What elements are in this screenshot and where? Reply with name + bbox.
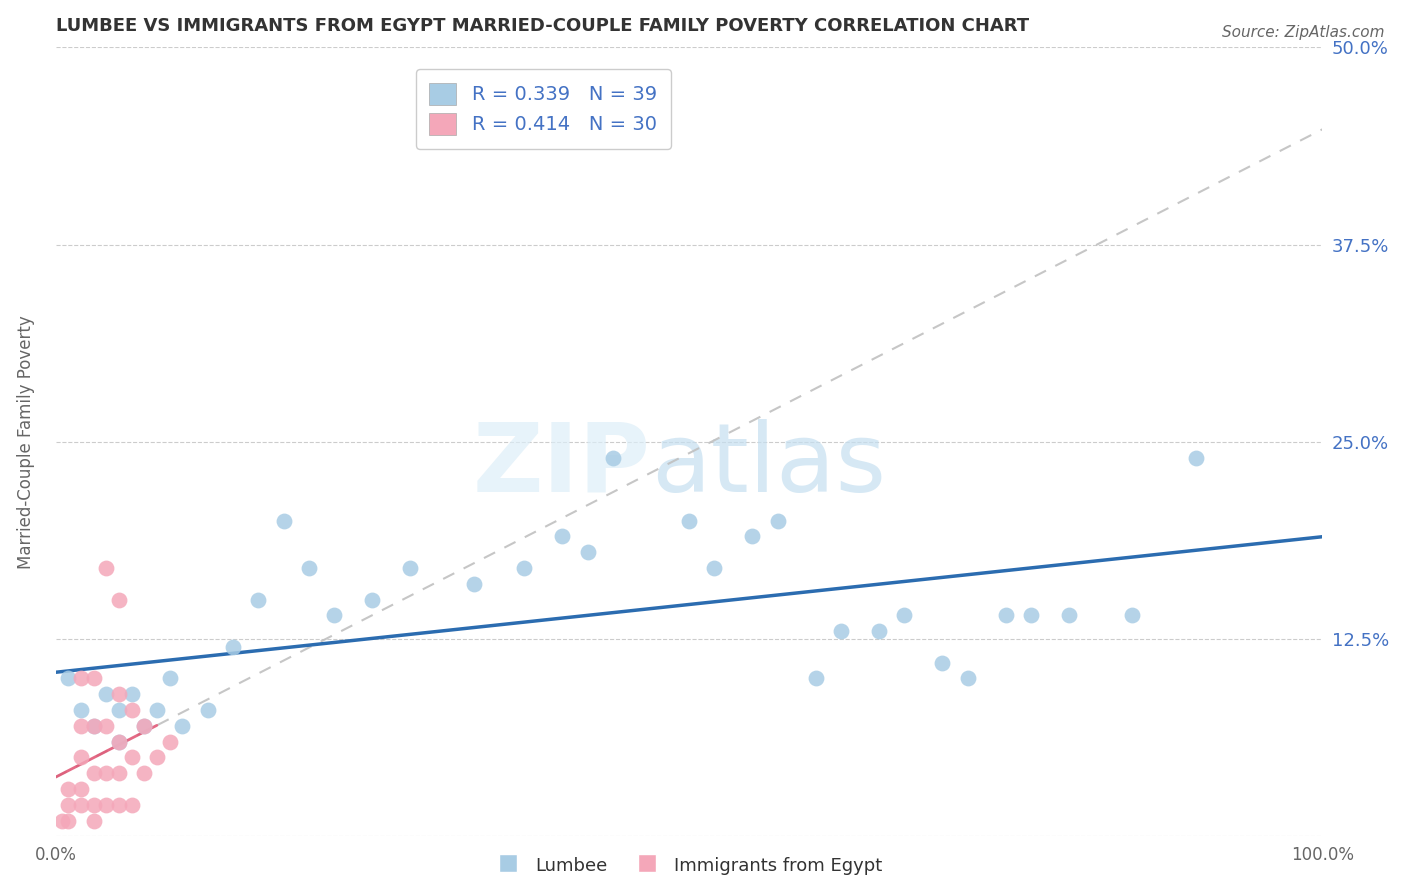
Point xyxy=(513,561,536,575)
Point xyxy=(121,703,143,717)
Point xyxy=(121,750,143,764)
Point xyxy=(56,781,79,796)
Point xyxy=(298,561,321,575)
Point xyxy=(96,719,118,733)
Legend: Lumbee, Immigrants from Egypt: Lumbee, Immigrants from Egypt xyxy=(488,847,890,882)
Point xyxy=(931,656,953,670)
Text: atlas: atlas xyxy=(651,419,886,512)
Point xyxy=(83,719,105,733)
Point xyxy=(146,750,169,764)
Point xyxy=(69,750,91,764)
Point xyxy=(551,529,574,543)
Point xyxy=(273,514,295,528)
Point xyxy=(159,672,181,686)
Point xyxy=(868,624,890,639)
Point xyxy=(108,687,131,701)
Point xyxy=(108,703,131,717)
Point xyxy=(134,766,156,780)
Point xyxy=(703,561,725,575)
Point xyxy=(1057,608,1080,623)
Point xyxy=(96,766,118,780)
Point xyxy=(399,561,422,575)
Y-axis label: Married-Couple Family Poverty: Married-Couple Family Poverty xyxy=(17,315,35,569)
Point xyxy=(222,640,245,654)
Point xyxy=(741,529,763,543)
Point xyxy=(83,766,105,780)
Text: ZIP: ZIP xyxy=(472,419,651,512)
Point xyxy=(56,797,79,812)
Point xyxy=(1121,608,1143,623)
Point xyxy=(159,734,181,748)
Point xyxy=(134,719,156,733)
Point xyxy=(69,703,91,717)
Point xyxy=(108,734,131,748)
Point xyxy=(69,672,91,686)
Point xyxy=(83,797,105,812)
Text: Source: ZipAtlas.com: Source: ZipAtlas.com xyxy=(1222,25,1385,40)
Point xyxy=(602,450,624,465)
Point xyxy=(108,734,131,748)
Point xyxy=(96,797,118,812)
Point xyxy=(134,719,156,733)
Point xyxy=(956,672,979,686)
Point xyxy=(96,561,118,575)
Point xyxy=(172,719,194,733)
Point xyxy=(804,672,827,686)
Point xyxy=(576,545,599,559)
Point xyxy=(108,766,131,780)
Point xyxy=(1019,608,1042,623)
Point xyxy=(361,592,384,607)
Point xyxy=(463,577,485,591)
Point xyxy=(323,608,346,623)
Point xyxy=(146,703,169,717)
Text: LUMBEE VS IMMIGRANTS FROM EGYPT MARRIED-COUPLE FAMILY POVERTY CORRELATION CHART: LUMBEE VS IMMIGRANTS FROM EGYPT MARRIED-… xyxy=(55,17,1029,35)
Point xyxy=(56,814,79,828)
Point xyxy=(994,608,1017,623)
Point xyxy=(83,814,105,828)
Point xyxy=(121,687,143,701)
Point xyxy=(83,719,105,733)
Point xyxy=(69,797,91,812)
Point xyxy=(766,514,789,528)
Point xyxy=(678,514,700,528)
Point xyxy=(69,719,91,733)
Point xyxy=(51,814,73,828)
Point xyxy=(83,672,105,686)
Point xyxy=(1184,450,1206,465)
Point xyxy=(56,672,79,686)
Point xyxy=(108,797,131,812)
Point xyxy=(197,703,219,717)
Point xyxy=(893,608,915,623)
Point xyxy=(96,687,118,701)
Point xyxy=(121,797,143,812)
Point xyxy=(830,624,852,639)
Point xyxy=(247,592,270,607)
Point xyxy=(69,781,91,796)
Point xyxy=(108,592,131,607)
